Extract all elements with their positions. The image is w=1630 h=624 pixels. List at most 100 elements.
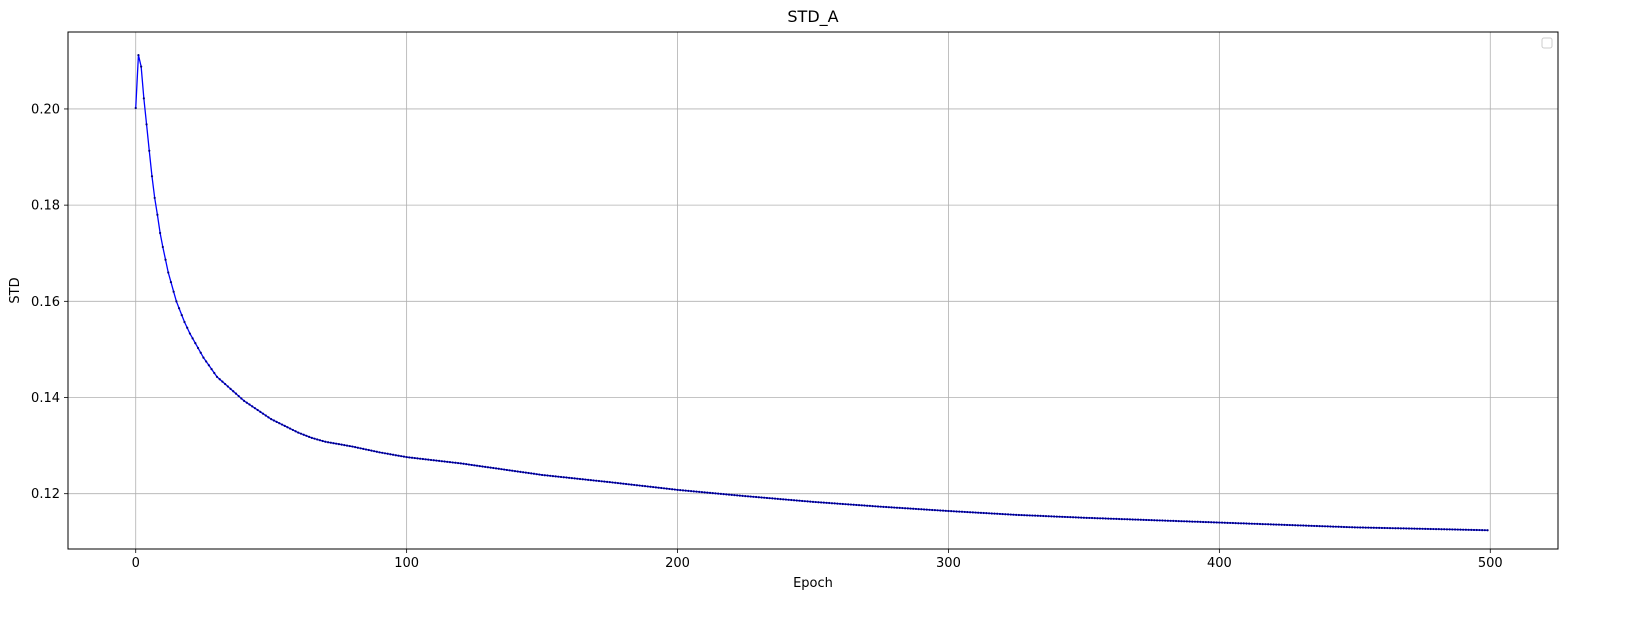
data-point <box>960 510 964 513</box>
data-point <box>649 485 652 488</box>
data-point <box>1285 523 1289 527</box>
data-point <box>1044 515 1048 518</box>
data-point <box>738 494 741 497</box>
data-point <box>159 231 162 235</box>
data-point <box>532 472 536 475</box>
data-point <box>1109 517 1113 520</box>
data-point <box>928 508 931 511</box>
data-point <box>755 495 758 499</box>
data-point <box>332 442 335 445</box>
data-point <box>1353 526 1356 529</box>
data-point <box>1432 527 1435 531</box>
data-point <box>383 452 387 455</box>
data-point <box>1226 521 1229 524</box>
data-point <box>982 511 985 515</box>
data-point <box>1231 521 1235 525</box>
data-point <box>1017 513 1020 517</box>
data-point <box>904 507 907 510</box>
data-point <box>1302 524 1305 527</box>
y-axis-label: STD <box>8 277 23 303</box>
data-point <box>362 447 365 450</box>
data-point <box>373 450 376 453</box>
data-point <box>635 484 639 487</box>
data-point <box>876 505 880 508</box>
data-point <box>1470 528 1473 531</box>
data-point <box>627 483 630 486</box>
data-point <box>1036 514 1039 517</box>
data-point <box>817 501 820 504</box>
data-point <box>676 488 679 491</box>
data-point <box>581 478 584 481</box>
data-point <box>909 507 912 510</box>
data-point <box>1296 524 1300 527</box>
data-point <box>1196 520 1199 523</box>
data-point <box>939 509 942 512</box>
data-point <box>1248 522 1251 525</box>
data-point <box>1369 526 1373 529</box>
data-point <box>408 456 411 459</box>
data-point <box>191 337 194 340</box>
chart-title: STD_A <box>787 7 838 27</box>
data-point <box>177 307 181 310</box>
data-point <box>1380 526 1384 530</box>
data-point <box>1361 526 1365 529</box>
data-point <box>313 437 316 440</box>
data-point <box>790 498 793 502</box>
data-point <box>402 455 406 458</box>
data-point <box>895 506 899 509</box>
data-point <box>1264 523 1267 526</box>
legend-box <box>1541 37 1553 49</box>
data-point <box>1112 517 1115 520</box>
data-point <box>364 448 368 451</box>
data-point <box>603 480 606 483</box>
data-point <box>1134 518 1137 521</box>
data-point <box>297 431 300 434</box>
data-point <box>868 504 871 508</box>
data-point <box>1080 516 1083 519</box>
y-tick-label: 0.16 <box>31 295 60 310</box>
data-point <box>348 444 351 448</box>
data-point <box>885 505 888 509</box>
data-point <box>1421 527 1424 530</box>
data-point <box>1434 528 1438 531</box>
data-point <box>752 495 755 498</box>
data-point <box>345 444 349 447</box>
data-point <box>679 489 682 492</box>
data-point <box>1321 525 1324 528</box>
data-point <box>1047 515 1050 518</box>
data-point <box>1053 515 1056 518</box>
data-point <box>958 510 961 513</box>
data-point <box>990 512 993 515</box>
data-point <box>1326 525 1329 528</box>
data-point <box>1128 518 1132 521</box>
data-point <box>1472 528 1476 532</box>
data-point <box>1166 519 1169 522</box>
data-point <box>611 481 614 484</box>
data-point <box>630 483 633 486</box>
data-point <box>977 511 980 514</box>
data-point <box>475 464 479 467</box>
data-point <box>161 245 164 249</box>
data-point <box>186 326 189 329</box>
data-point <box>375 450 378 453</box>
data-point <box>814 500 817 504</box>
data-point <box>440 460 443 463</box>
data-point <box>524 471 527 474</box>
data-point <box>427 458 430 461</box>
data-point <box>952 510 955 513</box>
data-point <box>367 448 370 452</box>
data-point <box>1207 521 1210 524</box>
data-point <box>169 280 173 284</box>
data-point <box>1234 522 1237 525</box>
data-point <box>1058 515 1061 518</box>
data-point <box>232 390 235 393</box>
data-point <box>1115 517 1118 520</box>
data-point <box>852 503 855 506</box>
data-point <box>1407 527 1411 530</box>
data-point <box>1307 524 1310 527</box>
data-point <box>1096 517 1099 520</box>
data-point <box>606 480 609 483</box>
data-point <box>587 478 590 481</box>
data-point <box>324 440 327 443</box>
